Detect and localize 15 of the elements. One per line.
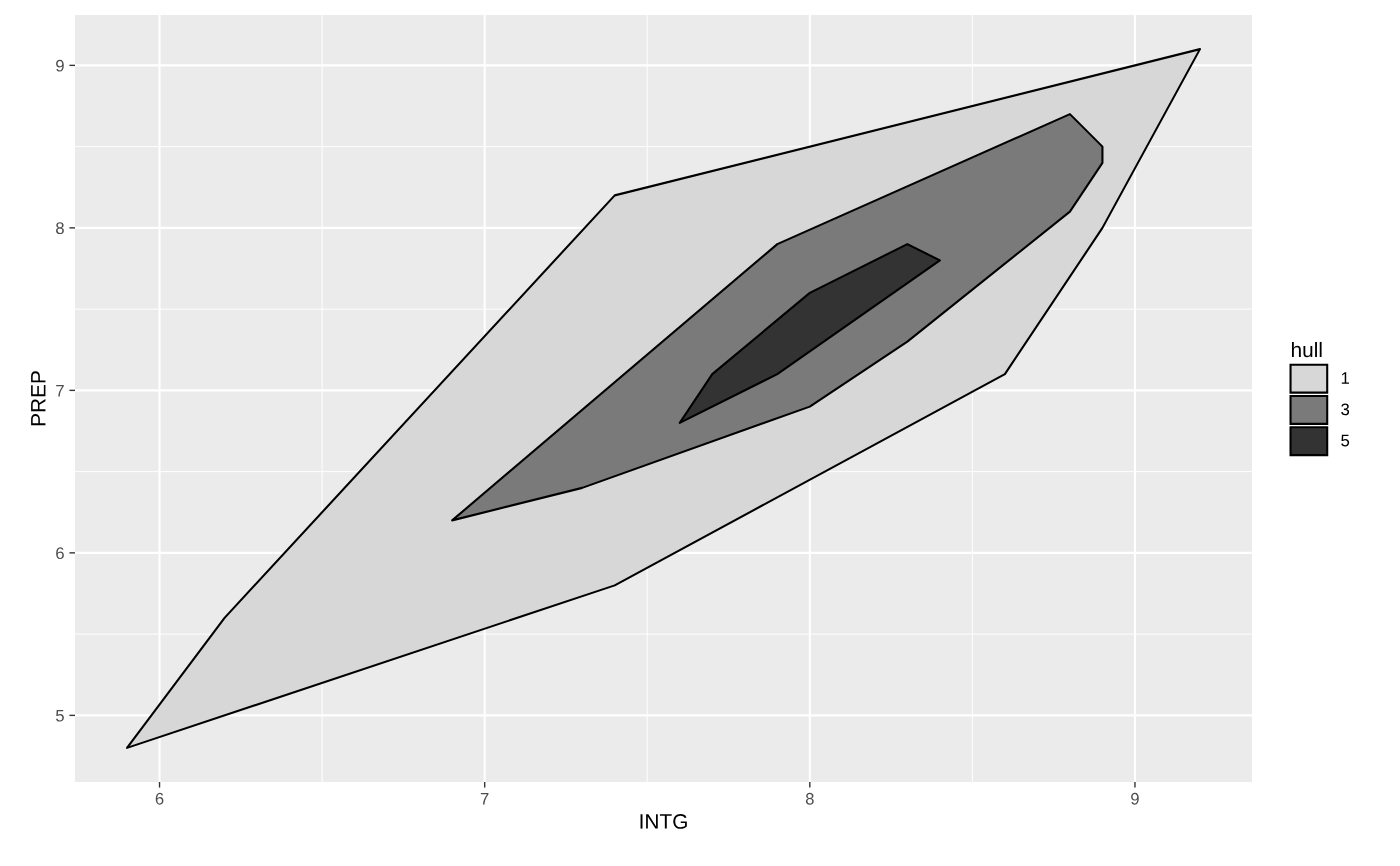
y-tick-label: 5 bbox=[55, 709, 64, 722]
x-axis-title: INTG bbox=[640, 814, 687, 829]
x-tick-label: 9 bbox=[1131, 792, 1139, 805]
x-tick-label: 7 bbox=[480, 793, 489, 805]
x-tick-label: 6 bbox=[155, 792, 164, 805]
legend-label: 1 bbox=[1341, 372, 1349, 384]
legend-label: 5 bbox=[1341, 434, 1350, 447]
legend-title: hull bbox=[1291, 341, 1322, 358]
y-tick-label: 9 bbox=[56, 59, 64, 72]
y-axis-title: PREP bbox=[31, 371, 46, 426]
y-tick-label: 6 bbox=[56, 547, 64, 560]
x-tick-label: 8 bbox=[805, 792, 814, 805]
legend-label: 3 bbox=[1341, 403, 1350, 416]
y-tick-label: 7 bbox=[56, 384, 64, 397]
y-tick-label: 8 bbox=[56, 222, 64, 235]
